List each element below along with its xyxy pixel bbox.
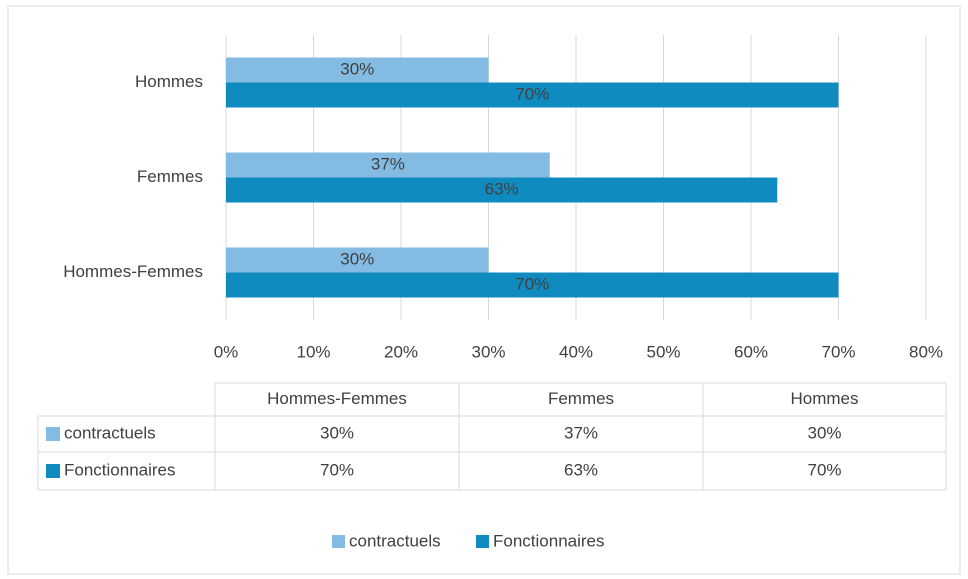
legend-key [476,535,489,548]
y-tick-label: Hommes [135,72,203,91]
table-cell: 70% [807,460,841,479]
legend-label: Fonctionnaires [493,531,605,550]
x-tick-label: 20% [384,342,418,361]
x-tick-label: 50% [646,342,680,361]
data-label: 70% [515,84,549,103]
legend-label: contractuels [349,531,441,550]
table-row-label: contractuels [64,423,156,442]
y-tick-label: Femmes [137,167,203,186]
data-label: 37% [371,154,405,173]
x-tick-label: 0% [214,342,239,361]
x-tick-label: 10% [296,342,330,361]
x-tick-label: 60% [734,342,768,361]
data-label: 30% [340,59,374,78]
table-header: Hommes [790,389,858,408]
table-cell: 30% [807,423,841,442]
bar [226,177,778,203]
bar [226,152,550,178]
table-header: Hommes-Femmes [267,389,407,408]
table-row-label: Fonctionnaires [64,460,176,479]
table-cell: 70% [320,460,354,479]
data-label: 30% [340,249,374,268]
table-cell: 37% [564,423,598,442]
data-label: 70% [515,274,549,293]
x-tick-label: 40% [559,342,593,361]
table-cell: 63% [564,460,598,479]
table-header: Femmes [548,389,614,408]
bar [226,272,839,298]
x-tick-label: 70% [821,342,855,361]
table-legend-key [46,427,60,441]
bar [226,82,839,108]
table-legend-key [46,464,60,478]
table-cell: 30% [320,423,354,442]
legend-key [332,535,345,548]
x-tick-label: 30% [471,342,505,361]
x-tick-label: 80% [909,342,943,361]
y-tick-label: Hommes-Femmes [63,262,203,281]
data-label: 63% [485,179,519,198]
bar [226,57,489,83]
bar [226,247,489,273]
